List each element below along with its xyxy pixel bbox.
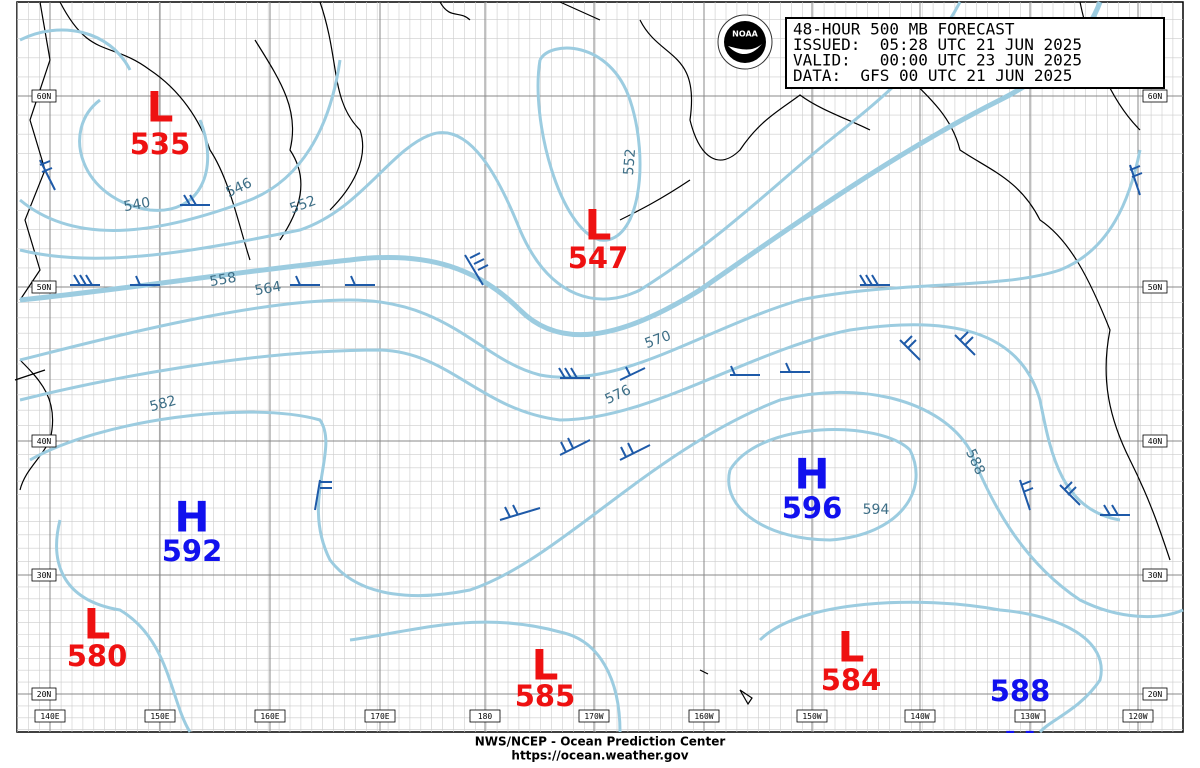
footer-line: NWS/NCEP - Ocean Prediction Center — [475, 735, 726, 749]
lon-label-box — [254, 709, 286, 723]
lat-label: 40N — [37, 437, 52, 446]
lat-label-box — [31, 568, 57, 582]
lon-label: 160E — [260, 712, 279, 721]
logo-bird — [728, 44, 762, 55]
logo-text: NOAA — [732, 30, 758, 39]
system-letter: H — [174, 493, 209, 542]
lon-label-box — [904, 709, 936, 723]
lat-label: 50N — [37, 283, 52, 292]
logo-disc — [724, 21, 766, 63]
header-line: ISSUED: 05:28 UTC 21 JUN 2025 — [793, 35, 1082, 54]
lat-label-box — [31, 434, 57, 448]
lat-label: 20N — [1148, 690, 1163, 699]
lon-label: 140W — [910, 712, 929, 721]
system-value: 585 — [515, 679, 576, 713]
lon-label-box — [144, 709, 176, 723]
contour-label: 540 — [122, 195, 151, 215]
lat-label-box — [1142, 568, 1168, 582]
system-value: 588 — [990, 674, 1051, 708]
lon-label: 130W — [1020, 712, 1039, 721]
lon-label: 120W — [1128, 712, 1147, 721]
lat-label-box — [31, 89, 57, 103]
contour-label: 582 — [148, 393, 178, 415]
contour-label: 558 — [208, 270, 237, 290]
lon-label-box — [796, 709, 828, 723]
header-line: 48-HOUR 500 MB FORECAST — [793, 20, 1015, 39]
lat-label-box — [31, 687, 57, 701]
lat-label: 30N — [1148, 571, 1163, 580]
lon-label-box — [1122, 709, 1154, 723]
system-letter: L — [585, 201, 612, 250]
lon-label: 180 — [478, 712, 493, 721]
lon-label-box — [688, 709, 720, 723]
system-value: 592 — [162, 534, 223, 568]
lon-label-box — [578, 709, 610, 723]
lat-label: 50N — [1148, 283, 1163, 292]
system-value: 535 — [130, 127, 191, 161]
contour-label: 552 — [621, 148, 639, 176]
lon-label: 170E — [370, 712, 389, 721]
system-value: 580 — [67, 639, 128, 673]
system-value: 596 — [782, 491, 843, 525]
lat-label-box — [1142, 687, 1168, 701]
lat-label-box — [1142, 89, 1168, 103]
system-value: 584 — [821, 663, 882, 697]
system-letter: L — [532, 641, 559, 690]
lat-label: 20N — [37, 690, 52, 699]
system-letter: L — [838, 623, 865, 672]
wind-barbs — [39, 159, 1143, 521]
lat-label: 30N — [37, 571, 52, 580]
lon-label-box — [469, 709, 501, 723]
contour-label: 594 — [863, 502, 890, 518]
lat-label-box — [1142, 280, 1168, 294]
system-letter: L — [84, 600, 111, 649]
lon-label: 150W — [802, 712, 821, 721]
footer-line: https://ocean.weather.gov — [511, 749, 688, 763]
contour-label: 564 — [253, 279, 282, 299]
lon-label: 170W — [584, 712, 603, 721]
lon-label: 150E — [150, 712, 169, 721]
header-line: DATA: GFS 00 UTC 21 JUN 2025 — [793, 66, 1072, 85]
header-box — [785, 17, 1165, 89]
lat-label-box — [1142, 434, 1168, 448]
lon-label-box — [1014, 709, 1046, 723]
lat-label: 60N — [1148, 92, 1163, 101]
lat-label: 40N — [1148, 437, 1163, 446]
lat-label: 60N — [37, 92, 52, 101]
footer-bg — [0, 733, 1200, 764]
lon-label-box — [34, 709, 66, 723]
lat-label-box — [31, 280, 57, 294]
system-value: 547 — [568, 241, 629, 275]
map-frame — [16, 1, 1184, 733]
system-letter: H — [794, 450, 829, 499]
lon-label: 160W — [694, 712, 713, 721]
noaa-logo: NOAA — [717, 14, 773, 70]
lon-label-box — [364, 709, 396, 723]
system-letter: L — [147, 83, 174, 132]
contours — [19, 1, 1184, 734]
grid — [17, 2, 1183, 732]
header-line: VALID: 00:00 UTC 23 JUN 2025 — [793, 51, 1082, 70]
lon-label: 140E — [40, 712, 59, 721]
